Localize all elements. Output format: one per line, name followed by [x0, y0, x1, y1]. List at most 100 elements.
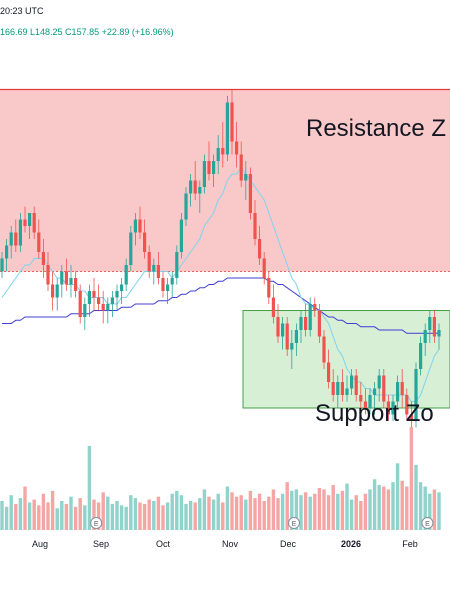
candle — [327, 349, 331, 389]
volume-bar — [349, 499, 354, 530]
volume-bar — [211, 499, 216, 530]
x-tick-label: Nov — [222, 539, 239, 549]
volume-bar — [55, 508, 59, 530]
header-time: 20:23 UTC — [0, 6, 44, 16]
x-tick-label: Dec — [280, 539, 297, 549]
volume-bar — [184, 503, 188, 530]
candle — [138, 206, 142, 239]
candle — [143, 219, 147, 259]
volume-bar — [308, 496, 312, 530]
volume-bar — [179, 495, 184, 530]
volume-bar — [18, 498, 23, 530]
candle — [64, 258, 68, 291]
volume-bar — [253, 498, 257, 530]
candle — [276, 304, 280, 343]
volume-bar — [326, 495, 331, 530]
x-tick-label: Sep — [93, 539, 109, 549]
support-label: Support Zo — [315, 400, 434, 427]
candle — [359, 382, 363, 415]
volume-bar — [432, 489, 437, 530]
candle — [120, 278, 124, 304]
volume-bar — [147, 499, 151, 530]
volume-bar — [50, 490, 55, 530]
candle — [175, 245, 179, 285]
volume-bar — [133, 498, 138, 530]
volume-bar — [230, 492, 234, 530]
volume-bar — [46, 502, 50, 530]
candle — [37, 219, 41, 259]
volume-bar — [23, 486, 27, 530]
volume-bar — [423, 486, 427, 530]
candle — [133, 213, 137, 246]
candle — [60, 265, 64, 298]
volume-bar — [418, 482, 423, 530]
candle — [248, 167, 252, 220]
volume-bar — [409, 427, 414, 530]
candle — [432, 310, 436, 343]
candle — [106, 297, 110, 324]
candle — [189, 174, 193, 207]
volume-bar — [60, 501, 64, 530]
volume-bar — [175, 490, 179, 530]
candle — [386, 395, 390, 421]
volume-bar — [198, 498, 202, 530]
volume-bar — [414, 464, 418, 530]
volume-layer — [0, 427, 441, 530]
volume-bar — [32, 499, 36, 530]
volume-bar — [0, 501, 4, 530]
candle — [147, 245, 151, 278]
volume-bar — [170, 493, 174, 530]
volume-bar — [377, 485, 381, 530]
candle — [69, 265, 73, 298]
volume-bar — [64, 503, 69, 530]
header-ohlc: 166.69 L148.25 C157.85 +22.89 (+16.96%) — [0, 27, 174, 37]
volume-bar — [359, 501, 363, 530]
volume-bar — [368, 489, 372, 530]
volume-bar — [345, 483, 349, 530]
resistance-zone — [0, 89, 450, 272]
volume-bar — [248, 490, 253, 530]
candle — [340, 369, 344, 402]
volume-bar — [101, 492, 105, 530]
candle — [115, 284, 119, 311]
candle — [345, 375, 349, 402]
candle — [28, 213, 32, 239]
volume-bar — [87, 445, 92, 530]
volume-bar — [239, 495, 243, 530]
volume-bar — [9, 495, 13, 530]
candle — [124, 258, 128, 291]
candle — [179, 213, 183, 259]
volume-bar — [331, 485, 335, 530]
volume-bar — [221, 502, 225, 530]
volume-bar — [437, 492, 441, 530]
volume-bar — [322, 489, 326, 530]
volume-bar — [115, 501, 119, 530]
volume-bar — [313, 493, 317, 530]
candle — [235, 122, 239, 168]
earnings-marker[interactable]: E — [288, 517, 300, 529]
earnings-marker-label: E — [425, 521, 430, 528]
candle — [97, 284, 101, 311]
candle — [313, 297, 317, 317]
volume-bar — [119, 505, 124, 530]
candle — [299, 310, 303, 343]
earnings-marker[interactable]: E — [90, 517, 103, 529]
volume-bar — [78, 498, 82, 530]
earnings-marker[interactable]: E — [421, 517, 434, 529]
candle — [32, 206, 36, 239]
candle — [382, 369, 386, 408]
candle — [198, 180, 202, 213]
candle — [409, 401, 413, 428]
volume-bar — [4, 506, 9, 530]
candle — [78, 284, 82, 324]
candle — [262, 252, 266, 285]
candle — [419, 336, 423, 376]
candle — [9, 226, 13, 259]
x-axis: Aug Sep Oct Nov Dec 2026 Feb — [32, 539, 418, 549]
volume-bar — [73, 506, 78, 530]
candle — [101, 291, 105, 324]
candle — [87, 284, 91, 317]
candle — [152, 258, 156, 285]
candle — [271, 284, 275, 324]
